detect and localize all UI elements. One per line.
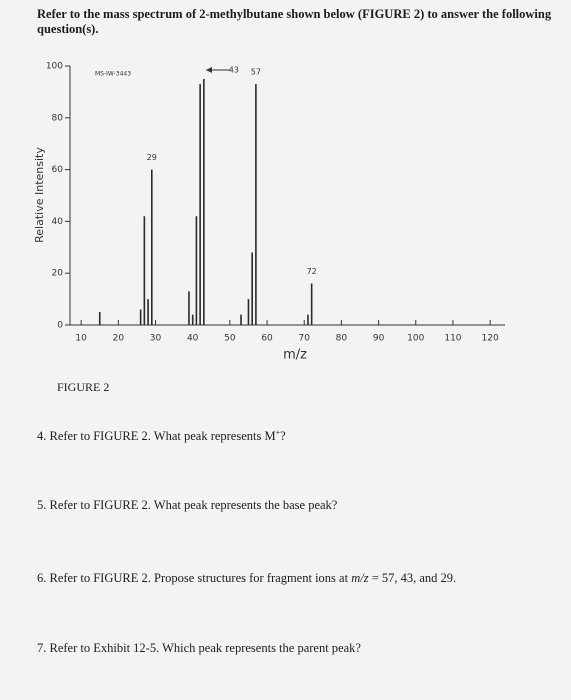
peak-label: 57: [251, 68, 261, 77]
x-tick-label: 80: [336, 334, 348, 344]
x-tick-label: 40: [187, 334, 199, 344]
question: 7. Refer to Exhibit 12-5. Which peak rep…: [37, 641, 361, 655]
y-tick-label: 80: [52, 113, 64, 123]
x-axis-label: m/z: [283, 348, 307, 363]
y-tick-label: 20: [52, 269, 64, 279]
y-axis-label: Relative Intensity: [33, 147, 46, 243]
x-tick-label: 60: [261, 334, 273, 344]
x-tick-label: 20: [113, 334, 125, 344]
question-text: 6. Refer to FIGURE 2. Propose structures…: [37, 571, 352, 585]
caption: FIGURE 2: [57, 380, 110, 394]
y-tick-label: 0: [57, 321, 63, 331]
x-tick-label: 110: [444, 334, 461, 344]
y-tick-label: 100: [46, 62, 63, 72]
x-tick-label: 100: [407, 334, 424, 344]
chart: MS-IW-3443 Relative Intensity m/z 0 20 40 6…: [33, 62, 505, 363]
question-text: ?: [280, 429, 286, 444]
x-tick-label: 10: [75, 334, 87, 344]
x-tick-label: 70: [299, 334, 311, 344]
question-text: = 57, 43, and 29.: [368, 571, 457, 585]
arrow-head: [206, 67, 212, 73]
x-tick-label: 30: [150, 334, 162, 344]
y-tick-label: 40: [52, 217, 64, 227]
question-text: 4. Refer to FIGURE 2. What peak represen…: [37, 429, 276, 444]
x-tick-label: 120: [482, 334, 499, 344]
x-tick-label: 90: [373, 334, 385, 344]
question: 6. Refer to FIGURE 2. Propose structures…: [37, 571, 456, 586]
peak-label: 29: [147, 153, 157, 162]
italic-text: m/z: [351, 571, 369, 585]
peak-label: 43: [229, 66, 239, 75]
chart-title: MS-IW-3443: [95, 71, 131, 78]
header: Refer to the mass spectrum of 2-methylbu…: [37, 7, 552, 36]
question: 4. Refer to FIGURE 2. What peak represen…: [37, 428, 286, 444]
superscript: +: [275, 428, 281, 437]
peak-label: 72: [307, 267, 317, 276]
x-tick-label: 50: [224, 334, 236, 344]
y-tick-label: 60: [52, 165, 64, 175]
question: 5. Refer to FIGURE 2. What peak represen…: [37, 498, 338, 512]
